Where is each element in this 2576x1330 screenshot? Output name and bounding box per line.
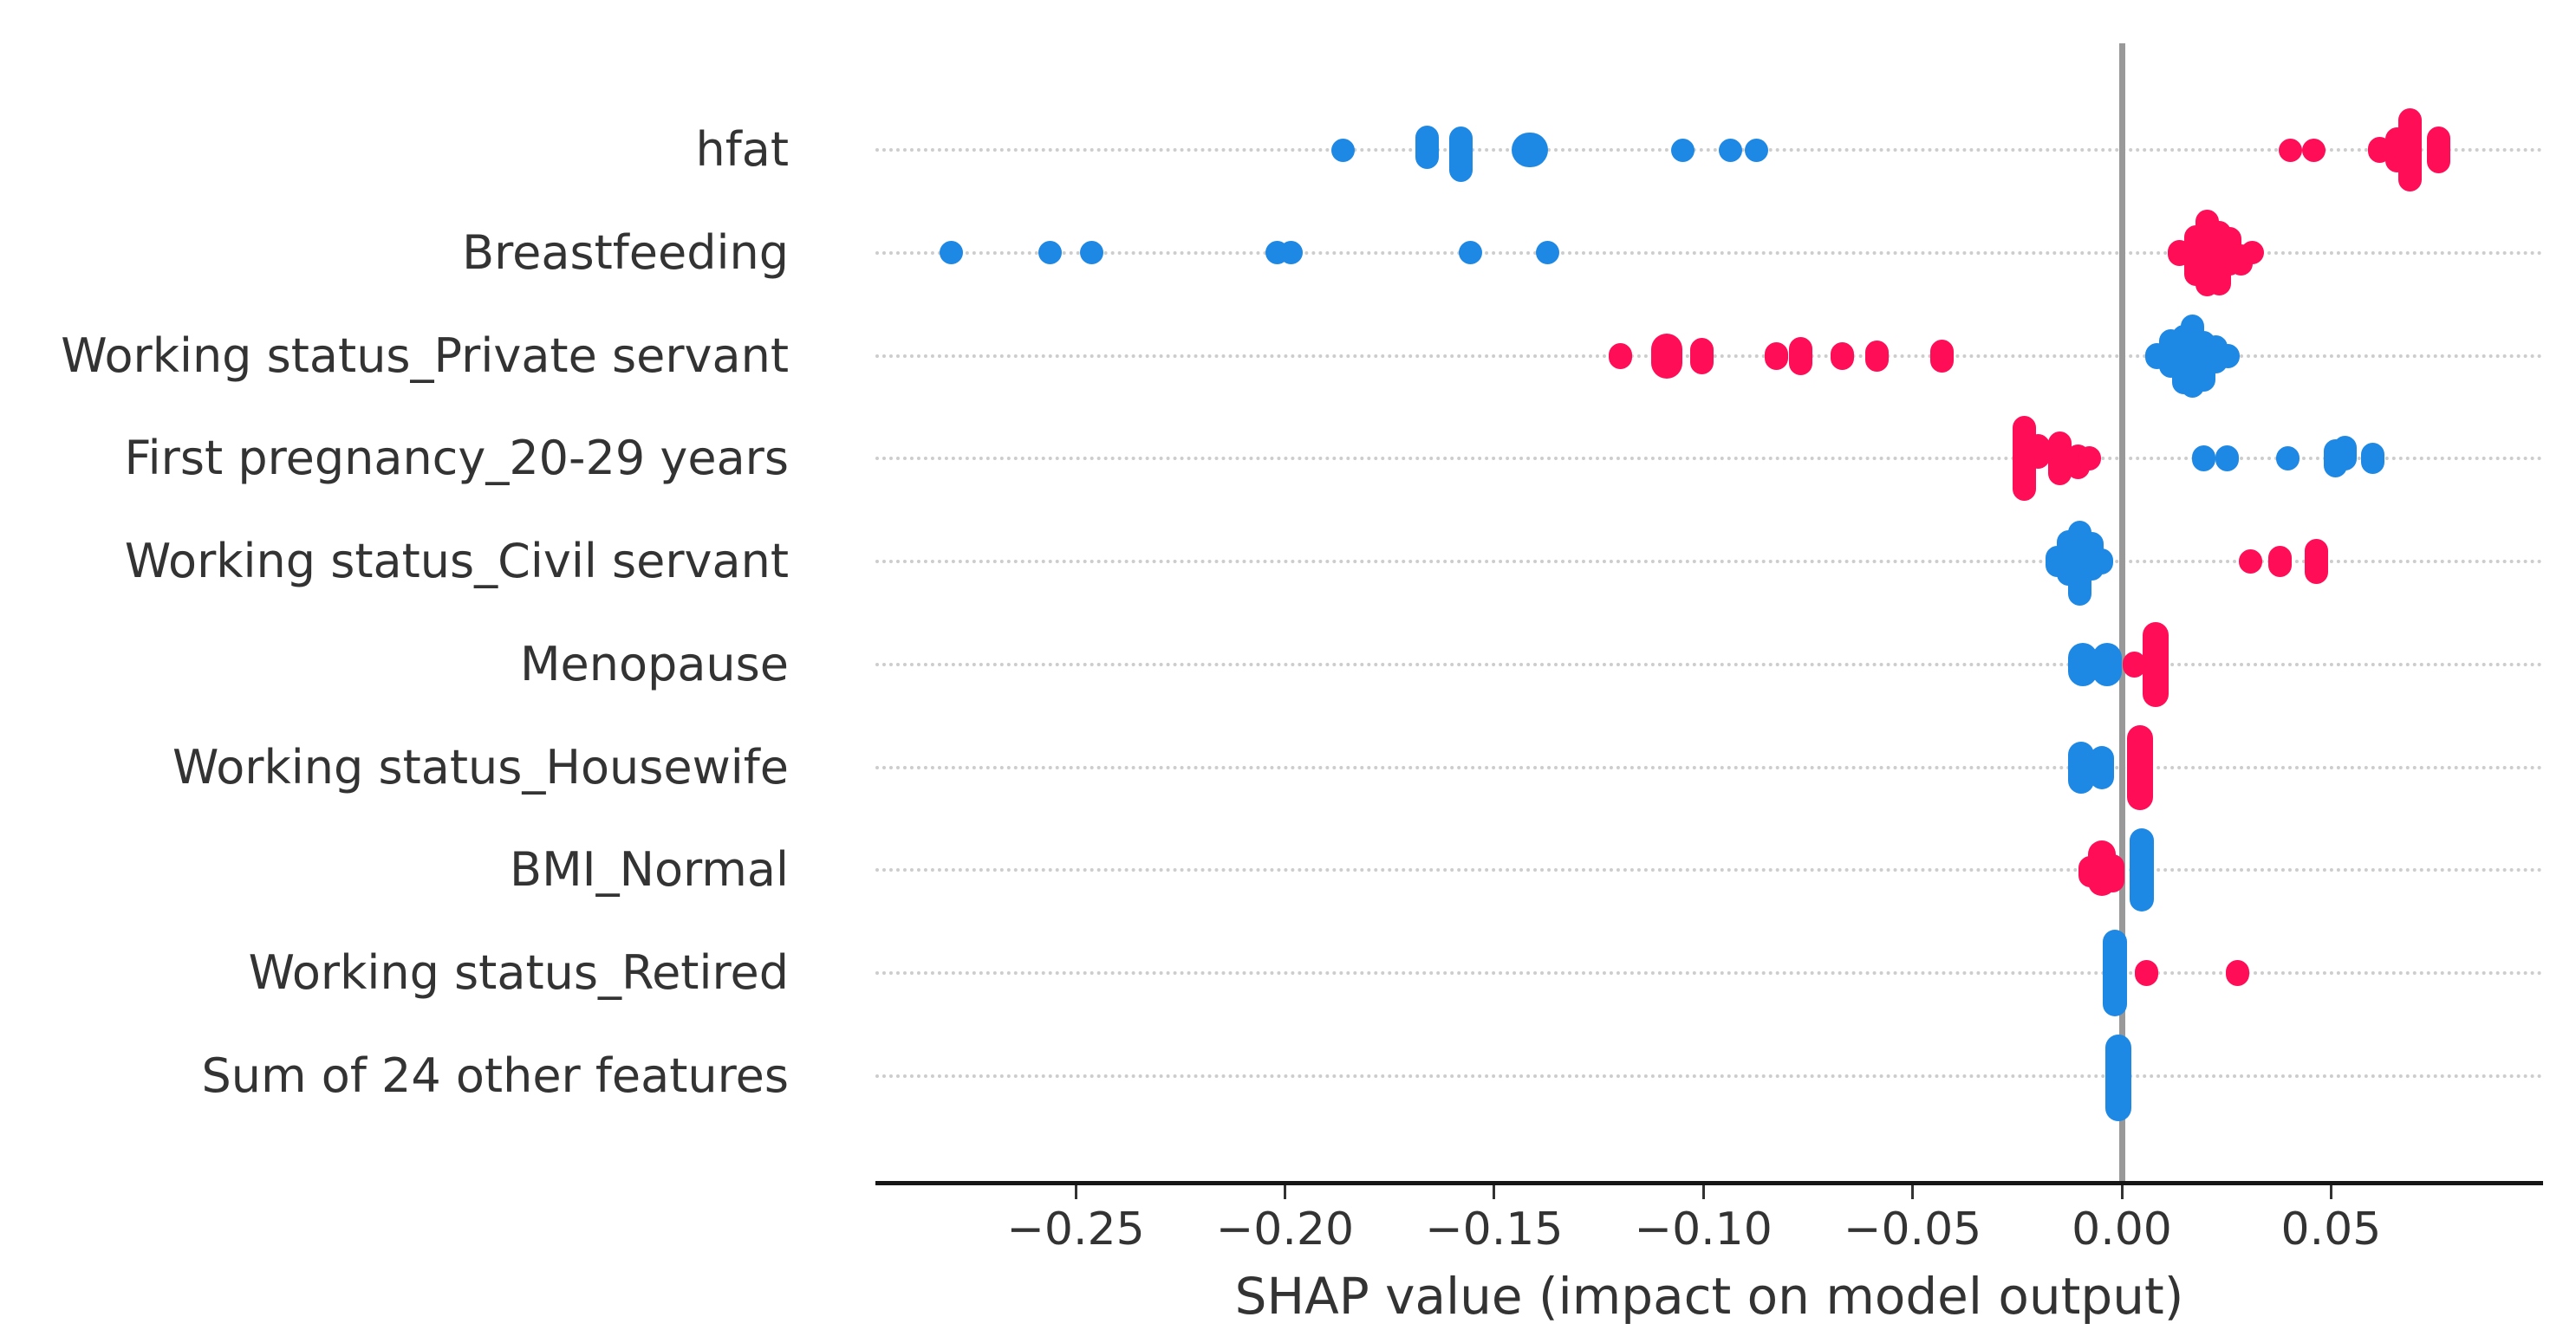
feature-label: Menopause [519, 636, 789, 691]
shap-point-low-value [1079, 241, 1103, 265]
feature-label: hfat [695, 122, 790, 177]
x-axis-tick-label: −0.20 [1215, 1203, 1355, 1255]
shap-point-low-value [2130, 828, 2155, 912]
x-axis-tick-mark [1074, 1185, 1077, 1199]
shap-point-low-value [1415, 126, 1440, 169]
x-axis-tick-mark [1283, 1185, 1286, 1199]
feature-label: Working status_Private servant [61, 328, 789, 383]
x-axis-tick-mark [1493, 1185, 1496, 1199]
feature-label: Breastfeeding [462, 224, 789, 280]
x-axis-title: SHAP value (impact on model output) [1234, 1267, 2184, 1326]
shap-point-high-value [2143, 621, 2169, 707]
shap-point-high-value [1864, 340, 1889, 372]
shap-point-low-value [1458, 241, 1482, 265]
feature-label: Working status_Civil servant [124, 534, 789, 589]
shap-point-high-value [2100, 854, 2124, 893]
feature-label: Working status_Housewife [172, 739, 789, 795]
x-axis-tick-label: −0.25 [1006, 1203, 1145, 1255]
feature-label: Working status_Retired [248, 945, 789, 1001]
shap-point-low-value [2090, 548, 2114, 575]
shap-point-high-value [2026, 434, 2050, 470]
shap-point-high-value [2397, 108, 2422, 191]
shap-point-high-value [2278, 138, 2302, 162]
shap-point-high-value [1608, 342, 1632, 369]
row-guide-line [875, 765, 2543, 769]
x-axis-tick-mark [2120, 1185, 2124, 1199]
shap-point-high-value [2225, 960, 2249, 987]
shap-point-low-value [2102, 930, 2127, 1017]
x-axis-tick-mark [1701, 1185, 1705, 1199]
shap-point-high-value [1930, 339, 1955, 373]
shap-point-low-value [2360, 443, 2384, 475]
shap-point-high-value [2241, 241, 2265, 265]
shap-point-low-value [1535, 241, 1559, 265]
x-axis-tick-label: −0.10 [1634, 1203, 1773, 1255]
row-guide-line [875, 457, 2543, 461]
shap-point-high-value [2123, 651, 2147, 678]
shap-point-high-value [2135, 960, 2159, 987]
row-guide-line [875, 560, 2543, 564]
row-guide-line [875, 971, 2543, 976]
shap-point-high-value [1651, 333, 1683, 379]
shap-point-high-value [1830, 341, 1854, 370]
shap-point-low-value [1718, 138, 1742, 162]
x-axis-tick-mark [1911, 1185, 1915, 1199]
shap-point-high-value [2126, 724, 2153, 810]
shap-point-low-value [1331, 138, 1356, 162]
row-guide-line [875, 662, 2543, 666]
shap-point-high-value [1788, 336, 1812, 375]
shap-point-high-value [2078, 446, 2102, 471]
shap-point-low-value [2333, 436, 2358, 471]
shap-point-high-value [2238, 549, 2262, 574]
x-axis-tick-label: −0.05 [1843, 1203, 1982, 1255]
shap-point-high-value [2305, 539, 2329, 585]
shap-point-low-value [2092, 642, 2123, 686]
shap-point-high-value [2301, 138, 2326, 162]
row-guide-line [875, 1074, 2543, 1079]
x-axis-tick-mark [2329, 1185, 2332, 1199]
shap-point-low-value [1448, 127, 1473, 182]
shap-point-low-value [2275, 446, 2300, 471]
x-axis-tick-label: 0.05 [2280, 1203, 2382, 1255]
shap-point-low-value [2215, 343, 2240, 368]
feature-label: BMI_Normal [510, 842, 789, 898]
x-axis-spine [875, 1181, 2543, 1185]
shap-point-low-value [1511, 133, 1548, 167]
row-guide-line [875, 868, 2543, 873]
shap-point-high-value [2267, 546, 2292, 578]
shap-point-low-value [2105, 1035, 2132, 1122]
shap-point-low-value [1745, 138, 1769, 162]
x-axis-tick-label: 0.00 [2072, 1203, 2172, 1255]
feature-label: First pregnancy_20-29 years [124, 431, 789, 486]
x-axis-tick-label: −0.15 [1425, 1203, 1564, 1255]
shap-point-high-value [1764, 341, 1788, 370]
zero-reference-line [2118, 43, 2125, 1181]
shap-point-low-value [2191, 445, 2215, 472]
shap-point-low-value [940, 241, 964, 265]
shap-point-low-value [1038, 241, 1062, 265]
row-guide-line [875, 250, 2543, 255]
shap-point-low-value [1670, 138, 1695, 162]
shap-point-low-value [1278, 241, 1303, 265]
feature-label: Sum of 24 other features [201, 1048, 789, 1104]
shap-point-low-value [2089, 745, 2114, 789]
shap-point-low-value [2215, 445, 2239, 472]
shap-point-high-value [1689, 337, 1714, 374]
shap-point-high-value [2427, 127, 2451, 173]
row-guide-line [875, 148, 2543, 152]
